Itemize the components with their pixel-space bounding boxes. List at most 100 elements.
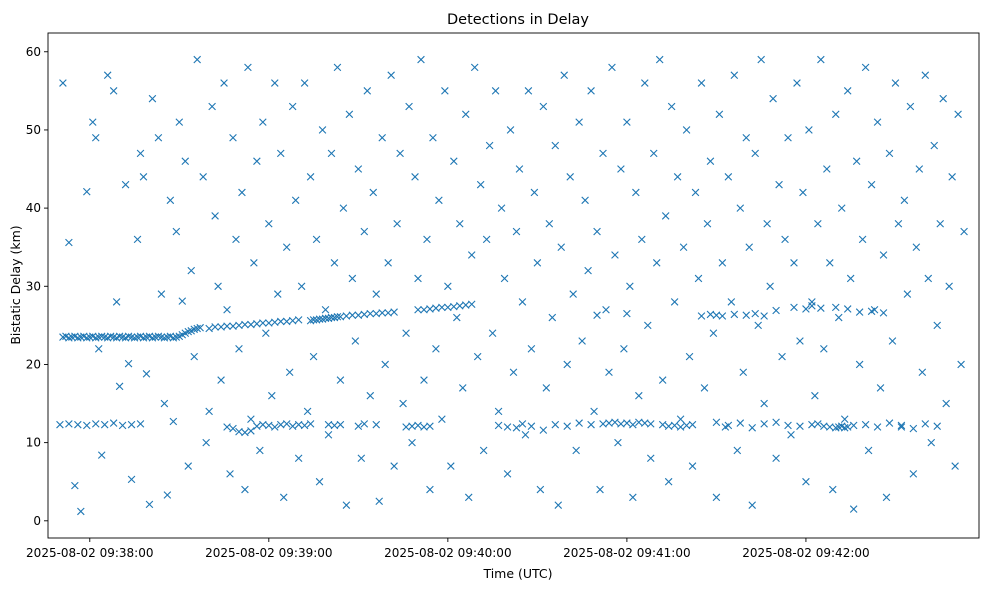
data-point	[453, 313, 461, 322]
data-point	[575, 419, 583, 427]
data-point	[447, 462, 455, 470]
data-point	[855, 308, 864, 316]
data-point	[551, 420, 560, 429]
data-point	[843, 305, 852, 313]
plot-area	[47, 32, 980, 539]
data-point	[670, 298, 679, 306]
data-point	[172, 227, 181, 236]
data-point	[518, 298, 527, 306]
y-tick-label: 0	[33, 514, 41, 528]
data-point	[745, 243, 754, 251]
data-point	[429, 133, 437, 142]
data-point	[103, 71, 112, 80]
data-point	[74, 420, 82, 429]
data-point	[485, 141, 494, 150]
data-point	[712, 493, 721, 502]
data-point	[118, 421, 127, 430]
data-point	[703, 219, 712, 228]
data-point	[608, 63, 616, 72]
data-point	[840, 415, 849, 423]
data-point	[545, 219, 554, 228]
data-point	[817, 304, 825, 312]
data-point	[891, 79, 900, 87]
data-point	[324, 431, 333, 439]
data-point	[903, 290, 912, 298]
data-point	[65, 238, 73, 247]
data-point	[909, 470, 918, 478]
data-point	[772, 454, 780, 463]
data-point	[402, 329, 410, 337]
data-point	[688, 420, 697, 429]
data-point	[870, 305, 879, 314]
data-point	[667, 102, 676, 111]
data-point	[178, 297, 187, 305]
data-point	[315, 477, 324, 486]
data-point	[339, 204, 348, 212]
data-point	[769, 94, 777, 103]
data-point	[321, 305, 330, 314]
y-tick-label: 40	[26, 201, 41, 215]
data-point	[760, 420, 768, 428]
y-tick-label: 30	[26, 279, 41, 293]
data-point	[527, 422, 536, 431]
data-point	[611, 251, 619, 259]
data-point	[802, 305, 810, 313]
data-point	[676, 423, 685, 431]
data-point	[238, 188, 246, 197]
data-point	[181, 157, 190, 165]
x-tick-label: 2025-08-02 09:39:00	[205, 546, 332, 560]
data-point	[506, 126, 515, 134]
y-axis-label: Bistatic Delay (km)	[8, 225, 23, 344]
data-point	[88, 118, 97, 126]
data-point	[470, 63, 479, 72]
data-point	[661, 212, 670, 220]
data-point	[846, 274, 855, 283]
data-point	[211, 212, 219, 220]
data-point	[623, 309, 631, 318]
data-point	[876, 384, 885, 392]
data-point	[927, 438, 936, 447]
data-point	[300, 421, 309, 430]
chart-title: Detections in Delay	[447, 12, 589, 28]
data-point	[641, 79, 649, 87]
data-point	[733, 446, 742, 455]
data-point	[954, 110, 962, 119]
data-point	[664, 477, 673, 486]
data-point	[754, 321, 762, 330]
data-point	[569, 290, 577, 298]
data-point	[494, 421, 503, 430]
data-point	[629, 493, 637, 502]
data-point	[918, 368, 927, 377]
data-point	[521, 431, 530, 439]
data-point	[435, 196, 443, 205]
data-point	[136, 420, 145, 428]
data-point	[718, 259, 727, 267]
data-point	[276, 317, 285, 326]
data-point	[190, 352, 199, 361]
data-point	[900, 196, 909, 205]
data-point	[253, 422, 261, 431]
data-point	[83, 421, 91, 430]
data-point	[566, 173, 574, 181]
data-point	[882, 493, 891, 502]
data-point	[175, 118, 184, 126]
data-point	[121, 180, 130, 189]
data-point	[823, 165, 831, 173]
data-point	[700, 384, 709, 392]
data-point	[945, 282, 953, 291]
data-point	[676, 415, 685, 423]
data-point	[730, 71, 739, 80]
data-point	[414, 421, 422, 430]
data-point	[796, 337, 804, 345]
data-point	[736, 204, 745, 212]
data-point	[778, 352, 786, 361]
data-point	[366, 309, 375, 318]
data-point	[560, 71, 569, 80]
data-point	[160, 399, 169, 408]
data-point	[479, 446, 488, 455]
data-point	[936, 219, 944, 228]
data-point	[799, 188, 807, 197]
data-point	[223, 322, 231, 330]
data-point	[760, 312, 768, 320]
